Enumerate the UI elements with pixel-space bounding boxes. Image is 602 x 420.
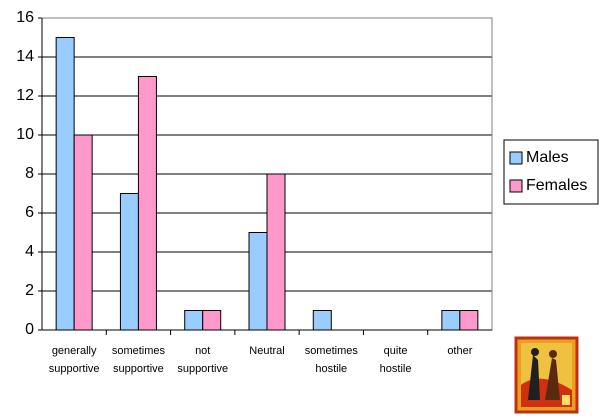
decorative-picture	[514, 336, 579, 414]
bar	[248, 232, 268, 331]
bar	[312, 310, 332, 331]
bar	[266, 173, 286, 331]
legend-box	[503, 139, 599, 205]
bar	[119, 193, 139, 331]
legend-swatch	[509, 151, 523, 165]
bar	[184, 310, 204, 331]
x-tick-label: sometimes hostile	[305, 345, 359, 375]
x-tick-label: other	[447, 345, 472, 357]
bar	[441, 310, 461, 331]
y-tick-label: 0	[25, 321, 34, 338]
bar	[55, 37, 75, 331]
y-tick-label: 14	[16, 48, 34, 65]
y-tick-label: 10	[16, 126, 34, 143]
legend-label: Females	[526, 177, 587, 194]
bar	[202, 310, 222, 331]
y-tick-label: 16	[16, 9, 34, 26]
legend-label: Males	[526, 149, 569, 166]
y-tick-label: 2	[25, 282, 34, 299]
x-tick-label: quite hostile	[380, 345, 412, 375]
y-tick-label: 6	[25, 204, 34, 221]
y-tick-label: 4	[25, 243, 34, 260]
x-tick-label: Neutral	[249, 345, 284, 357]
legend-swatch	[509, 179, 523, 193]
y-tick-label: 8	[25, 165, 34, 182]
y-tick-label: 12	[16, 87, 34, 104]
x-tick-label: generally supportive	[49, 345, 100, 375]
bar	[459, 310, 479, 331]
bar	[137, 76, 157, 331]
bar	[73, 134, 93, 331]
x-tick-label: sometimes supportive	[112, 345, 166, 375]
x-tick-label: not supportive	[177, 345, 228, 375]
